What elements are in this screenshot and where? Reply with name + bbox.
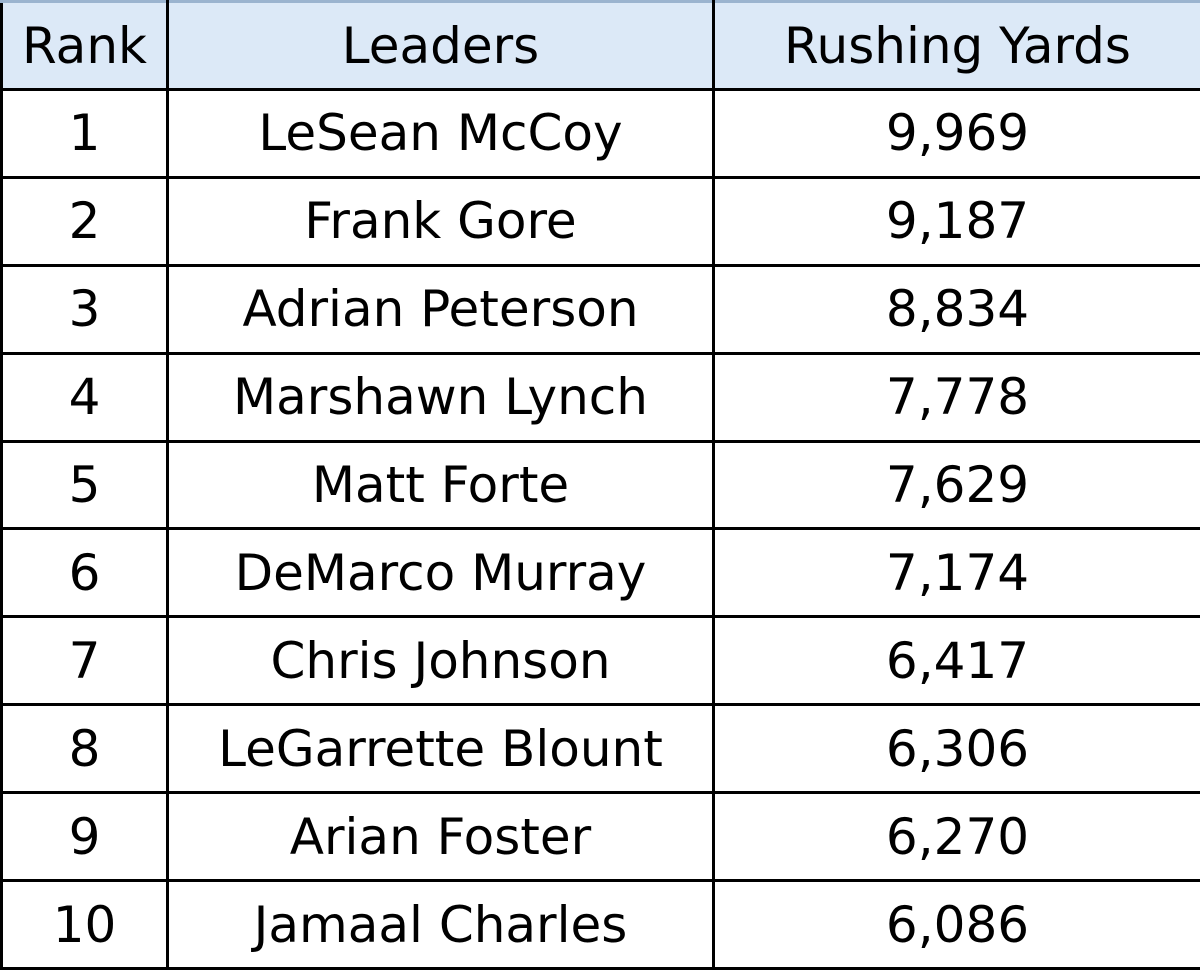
table-row: 3 Adrian Peterson 8,834 xyxy=(0,263,1200,355)
rushing-yards-cell: 8,834 xyxy=(712,263,1200,355)
table-row: 5 Matt Forte 7,629 xyxy=(0,439,1200,531)
header-row: Rank Leaders Rushing Yards xyxy=(0,0,1200,91)
rank-cell: 7 xyxy=(0,615,169,707)
table-row: 10 Jamaal Charles 6,086 xyxy=(0,879,1200,970)
rushing-yards-cell: 9,187 xyxy=(712,175,1200,267)
table-row: 2 Frank Gore 9,187 xyxy=(0,175,1200,267)
leader-name-cell: Arian Foster xyxy=(166,791,715,883)
rank-cell: 6 xyxy=(0,527,169,619)
rushing-yards-cell: 6,417 xyxy=(712,615,1200,707)
leader-name-cell: LeGarrette Blount xyxy=(166,703,715,795)
column-header-leaders: Leaders xyxy=(166,0,715,91)
rank-cell: 10 xyxy=(0,879,169,970)
rushing-yards-cell: 7,778 xyxy=(712,351,1200,443)
table-row: 8 LeGarrette Blount 6,306 xyxy=(0,703,1200,795)
table-row: 9 Arian Foster 6,270 xyxy=(0,791,1200,883)
leader-name-cell: LeSean McCoy xyxy=(166,88,715,179)
table-row: 1 LeSean McCoy 9,969 xyxy=(0,88,1200,179)
leader-name-cell: Adrian Peterson xyxy=(166,263,715,355)
rushing-yards-cell: 7,174 xyxy=(712,527,1200,619)
rank-cell: 1 xyxy=(0,88,169,179)
rank-cell: 5 xyxy=(0,439,169,531)
leader-name-cell: Jamaal Charles xyxy=(166,879,715,970)
leader-name-cell: Marshawn Lynch xyxy=(166,351,715,443)
rank-cell: 3 xyxy=(0,263,169,355)
rushing-yards-cell: 6,086 xyxy=(712,879,1200,970)
leader-name-cell: Chris Johnson xyxy=(166,615,715,707)
rushing-yards-cell: 7,629 xyxy=(712,439,1200,531)
leader-name-cell: Matt Forte xyxy=(166,439,715,531)
rushing-yards-cell: 9,969 xyxy=(712,88,1200,179)
rank-cell: 9 xyxy=(0,791,169,883)
table-row: 6 DeMarco Murray 7,174 xyxy=(0,527,1200,619)
rushing-yards-cell: 6,306 xyxy=(712,703,1200,795)
column-header-rank: Rank xyxy=(0,0,169,91)
column-header-rushing-yards: Rushing Yards xyxy=(712,0,1200,91)
rank-cell: 8 xyxy=(0,703,169,795)
leader-name-cell: DeMarco Murray xyxy=(166,527,715,619)
leader-name-cell: Frank Gore xyxy=(166,175,715,267)
table-row: 7 Chris Johnson 6,417 xyxy=(0,615,1200,707)
rank-cell: 4 xyxy=(0,351,169,443)
rushing-yards-cell: 6,270 xyxy=(712,791,1200,883)
rank-cell: 2 xyxy=(0,175,169,267)
table-row: 4 Marshawn Lynch 7,778 xyxy=(0,351,1200,443)
